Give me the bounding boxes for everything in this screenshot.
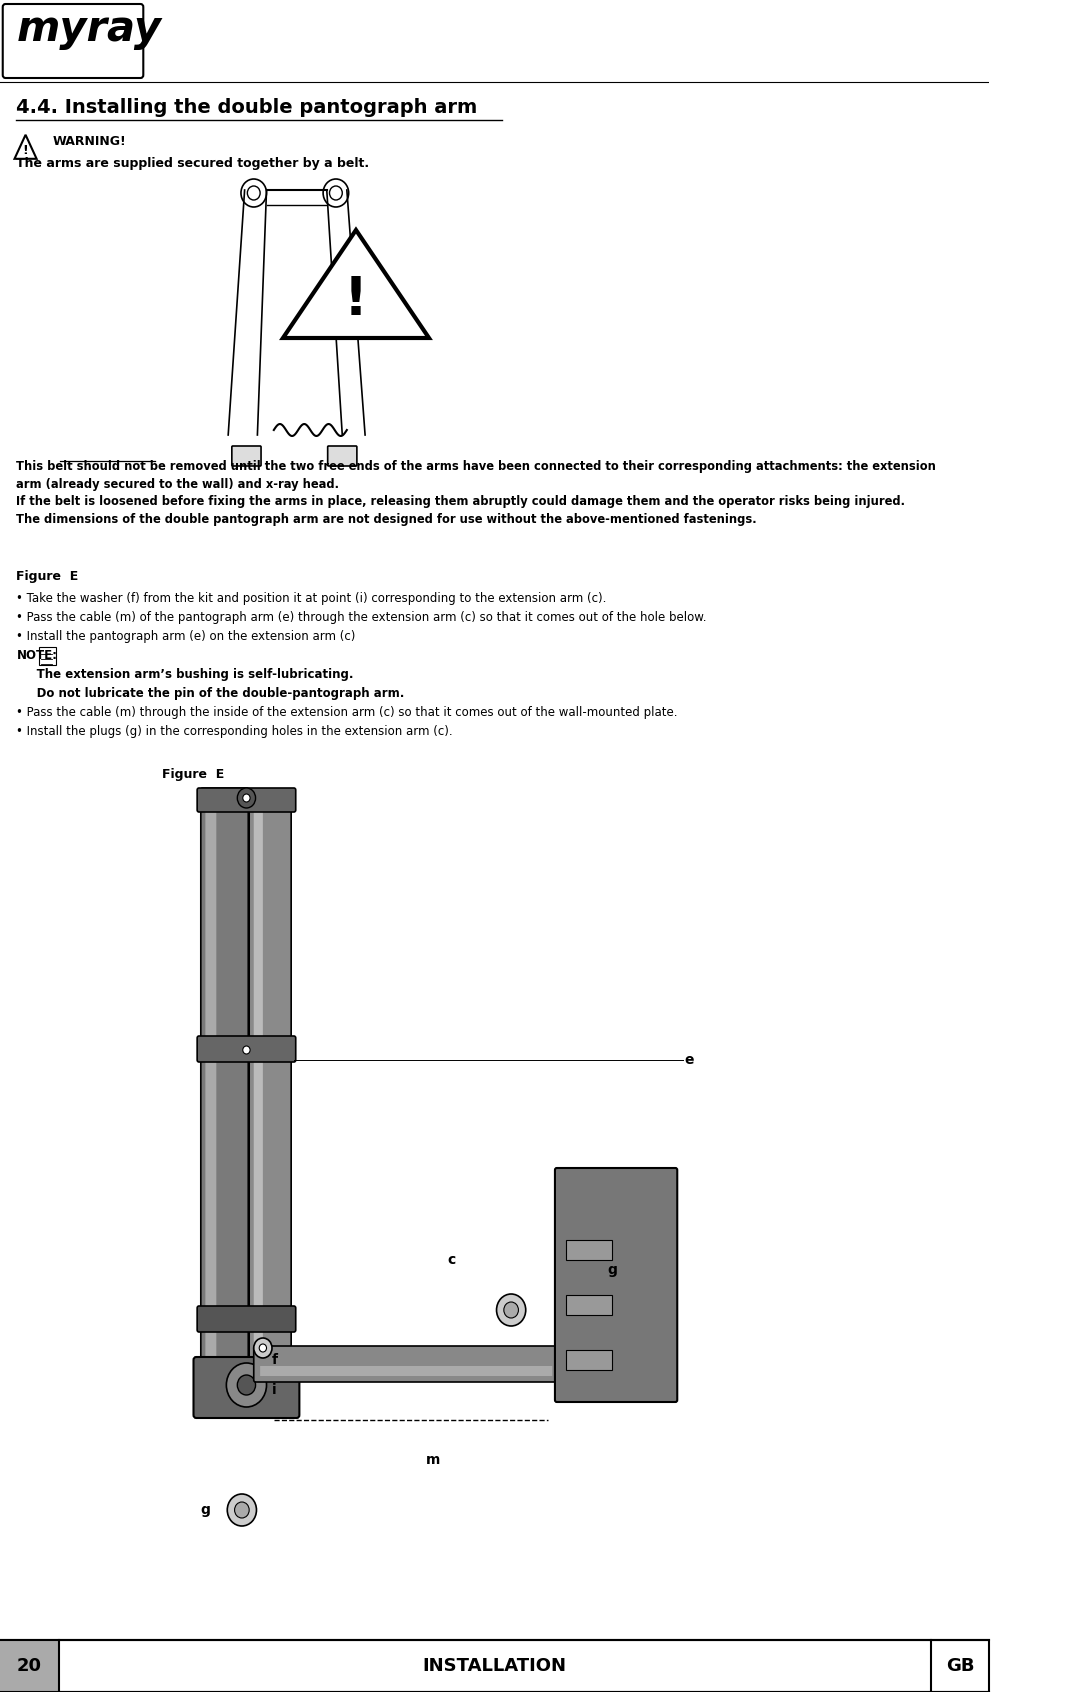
Text: !: !	[344, 274, 368, 327]
FancyBboxPatch shape	[260, 1365, 552, 1376]
FancyBboxPatch shape	[194, 1357, 299, 1418]
Text: Figure  E: Figure E	[162, 768, 224, 782]
Text: Do not lubricate the pin of the double-pantograph arm.: Do not lubricate the pin of the double-p…	[16, 687, 405, 700]
Text: • Install the plugs (g) in the corresponding holes in the extension arm (c).: • Install the plugs (g) in the correspon…	[16, 724, 453, 738]
Text: g: g	[606, 1262, 617, 1277]
Text: • Pass the cable (m) through the inside of the extension arm (c) so that it come: • Pass the cable (m) through the inside …	[16, 706, 678, 719]
Text: • Pass the cable (m) of the pantograph arm (e) through the extension arm (c) so : • Pass the cable (m) of the pantograph a…	[16, 611, 707, 624]
Bar	[0, 1640, 989, 1692]
Circle shape	[227, 1494, 257, 1526]
Text: !: !	[23, 144, 28, 156]
Text: m: m	[427, 1453, 441, 1467]
Text: i: i	[272, 1382, 276, 1398]
Circle shape	[243, 1046, 250, 1054]
Circle shape	[329, 186, 342, 200]
Text: 20: 20	[16, 1656, 42, 1675]
FancyBboxPatch shape	[197, 1036, 296, 1063]
Circle shape	[237, 1376, 256, 1394]
Circle shape	[226, 1364, 266, 1408]
FancyBboxPatch shape	[253, 799, 263, 1391]
Circle shape	[237, 788, 256, 809]
Polygon shape	[14, 135, 37, 159]
Text: c: c	[447, 1254, 456, 1267]
FancyBboxPatch shape	[249, 794, 291, 1398]
Text: The extension arm’s bushing is self-lubricating.: The extension arm’s bushing is self-lubr…	[16, 668, 354, 680]
FancyBboxPatch shape	[197, 788, 296, 812]
Circle shape	[259, 1343, 266, 1352]
FancyBboxPatch shape	[197, 1306, 296, 1332]
FancyBboxPatch shape	[232, 447, 261, 465]
Circle shape	[240, 179, 266, 206]
Circle shape	[243, 794, 250, 802]
Circle shape	[496, 1294, 525, 1327]
FancyBboxPatch shape	[566, 1350, 612, 1371]
Circle shape	[323, 179, 349, 206]
Circle shape	[504, 1303, 519, 1318]
FancyBboxPatch shape	[200, 788, 248, 1403]
FancyBboxPatch shape	[554, 1167, 677, 1403]
FancyBboxPatch shape	[206, 794, 217, 1396]
Text: This belt should not be removed until the two free ends of the arms have been co: This belt should not be removed until th…	[16, 460, 937, 526]
Text: WARNING!: WARNING!	[53, 135, 127, 147]
Polygon shape	[283, 230, 429, 338]
Circle shape	[253, 1338, 272, 1359]
Text: • Install the pantograph arm (e) on the extension arm (c): • Install the pantograph arm (e) on the …	[16, 629, 356, 643]
Text: GB: GB	[945, 1656, 975, 1675]
Text: The arms are supplied secured together by a belt.: The arms are supplied secured together b…	[16, 157, 369, 169]
Text: 4.4. Installing the double pantograph arm: 4.4. Installing the double pantograph ar…	[16, 98, 478, 117]
Text: e: e	[684, 1052, 694, 1068]
FancyBboxPatch shape	[566, 1294, 612, 1315]
FancyBboxPatch shape	[253, 1347, 586, 1382]
FancyBboxPatch shape	[39, 646, 55, 665]
Text: Figure  E: Figure E	[16, 570, 79, 584]
Text: myray: myray	[16, 8, 161, 51]
Text: NOTE:: NOTE:	[16, 650, 57, 662]
FancyBboxPatch shape	[566, 1240, 612, 1261]
Circle shape	[247, 186, 260, 200]
FancyBboxPatch shape	[328, 447, 357, 465]
Circle shape	[235, 1502, 249, 1518]
Bar	[0, 1640, 60, 1692]
Text: INSTALLATION: INSTALLATION	[422, 1656, 566, 1675]
Text: • Take the washer (f) from the kit and position it at point (i) corresponding to: • Take the washer (f) from the kit and p…	[16, 592, 606, 606]
Text: g: g	[200, 1502, 211, 1518]
Text: f: f	[272, 1354, 278, 1367]
